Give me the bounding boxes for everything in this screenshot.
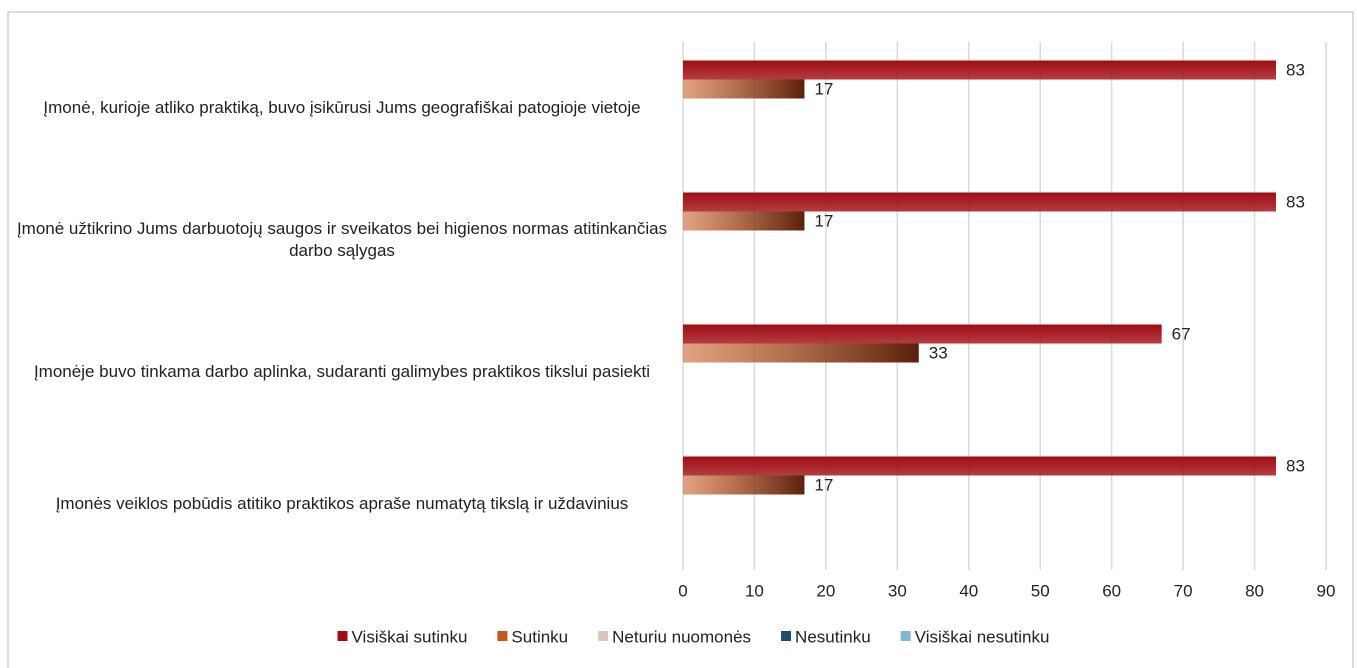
legend-item: Sutinku [497,627,568,646]
x-tick-label: 90 [1317,581,1336,600]
legend-item: Visiškai sutinku [337,627,468,646]
legend-label: Visiškai sutinku [352,627,468,646]
bar [683,324,1162,344]
x-tick-label: 50 [1031,581,1050,600]
legend-swatch [781,631,792,641]
legend-label: Nesutinku [795,627,871,646]
x-tick-label: 60 [1102,581,1121,600]
data-label: 17 [814,211,833,230]
data-label: 83 [1286,456,1305,475]
legend-label: Visiškai nesutinku [915,627,1050,646]
data-label: 83 [1286,192,1305,211]
legend-swatch [337,631,348,641]
bar [683,475,805,495]
data-label: 67 [1172,324,1191,343]
legend-label: Neturiu nuomonės [612,627,751,646]
x-tick-label: 70 [1174,581,1193,600]
bar [683,60,1276,80]
x-tick-label: 30 [888,581,907,600]
legend-label: Sutinku [511,627,568,646]
bar [683,192,1276,212]
frame [7,11,1354,668]
x-tick-label: 0 [678,581,687,600]
x-tick-label: 20 [816,581,835,600]
legend-swatch [497,631,508,641]
x-tick-label: 40 [959,581,978,600]
x-tick-label: 80 [1245,581,1264,600]
legend-item: Nesutinku [781,627,871,646]
data-label: 83 [1286,60,1305,79]
legend-swatch [598,631,609,641]
category-label: Įmonės veiklos pobūdis atitiko praktikos… [55,494,629,513]
category-label: Įmonė, kurioje atliko praktiką, buvo įsi… [43,98,641,117]
x-tick-label: 10 [745,581,764,600]
category-label: Įmonėje buvo tinkama darbo aplinka, suda… [33,362,651,381]
legend-item: Neturiu nuomonės [598,627,751,646]
category-label: Įmonė užtikrino Jums darbuotojų saugos i… [16,219,668,260]
bar [683,211,805,231]
data-label: 17 [814,79,833,98]
data-label: 17 [814,475,833,494]
bar [683,343,919,363]
legend-item: Visiškai nesutinku [900,627,1050,646]
bar [683,79,805,99]
data-label: 33 [929,343,948,362]
legend-swatch [900,631,911,641]
bar [683,456,1276,476]
